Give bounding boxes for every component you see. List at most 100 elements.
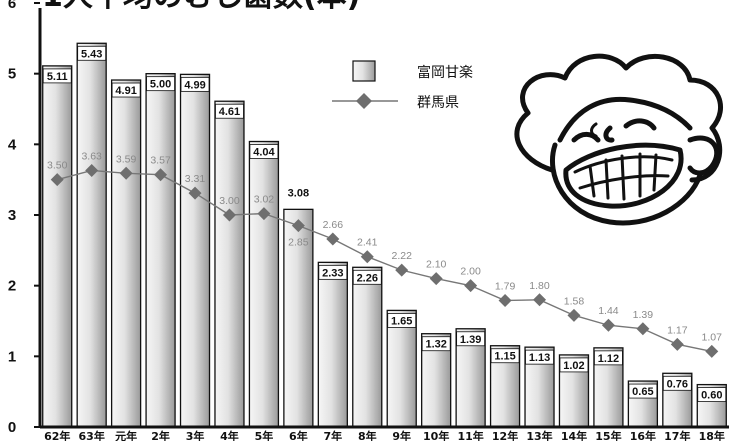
bar-value-label: 0.60	[701, 390, 722, 402]
line-value-label: 3.63	[81, 150, 102, 162]
line-marker	[464, 279, 478, 293]
line-value-label: 1.17	[667, 324, 688, 336]
line-marker	[85, 163, 99, 177]
line-value-label: 3.00	[219, 195, 240, 207]
bar-value-label-box	[249, 144, 279, 159]
line-marker	[257, 207, 271, 221]
x-tick-label: 15年	[595, 429, 621, 441]
bar-value-label-box	[77, 45, 107, 61]
bar-value-label: 1.32	[425, 339, 446, 351]
line-marker	[636, 322, 650, 336]
x-tick-label: 11年	[457, 429, 483, 441]
line-value-label: 1.79	[495, 281, 516, 293]
bar-value-label: 0.76	[667, 378, 688, 390]
legend-line-label: 群馬県	[417, 95, 459, 111]
x-tick-label: 62年	[44, 429, 70, 441]
x-tick-label: 元年	[115, 429, 137, 441]
y-tick-label: 5	[8, 66, 16, 83]
line-value-label: 3.31	[185, 173, 206, 185]
line-value-label: 1.44	[598, 305, 619, 317]
y-tick-label: 6	[8, 0, 16, 12]
x-tick-label: 2年	[151, 429, 170, 441]
x-tick-label: 17年	[664, 429, 690, 441]
line-marker	[670, 337, 684, 351]
bar-value-label: 2.33	[322, 267, 343, 279]
line-path	[57, 169, 712, 353]
hair-outline	[514, 53, 723, 183]
nose	[603, 125, 615, 143]
teeth	[573, 152, 674, 201]
line-marker	[119, 166, 133, 180]
x-tick-label: 16年	[630, 429, 656, 441]
line-marker	[154, 168, 168, 182]
bar-value-label-bg	[283, 185, 314, 200]
line-marker	[533, 293, 547, 307]
bar	[386, 309, 417, 428]
bar-value-label: 1.12	[598, 353, 619, 365]
y-tick-labels: 0 1 2 3 4 5 6	[8, 0, 40, 436]
line-value-label: 3.02	[254, 194, 275, 206]
bar-value-label-box	[180, 76, 210, 92]
line-marker	[429, 272, 443, 286]
line-series: 3.50 3.63 3.59 3.57 3.31 3.00 3.02 2.85 2.66 2.41…	[40, 150, 729, 429]
bar-value-label-box	[525, 349, 554, 365]
bar-value-label-box	[628, 383, 658, 399]
smiling-face-cartoon	[514, 53, 723, 226]
bar-value-label: 1.15	[494, 351, 515, 363]
bar	[179, 73, 211, 428]
x-tick-label: 18年	[699, 429, 725, 441]
bar	[145, 73, 176, 428]
line-marker	[395, 263, 409, 277]
line-marker	[291, 219, 305, 233]
bar	[110, 79, 142, 428]
bar-series: 5.11 5.43 4.91 5.00 4.99 4.61 4.04 3.08 2.33 2.26…	[42, 42, 727, 428]
bar-value-label-box	[594, 350, 623, 366]
left-eye	[571, 131, 601, 143]
bar	[248, 140, 280, 428]
x-tick-label: 6年	[289, 429, 308, 441]
line-marker	[50, 173, 64, 187]
y-tick-label: 3	[8, 207, 16, 224]
bar-value-label-box	[352, 269, 382, 285]
bar-value-label: 5.43	[81, 48, 102, 60]
bar-value-label: 5.11	[47, 71, 68, 83]
line-marker	[188, 186, 202, 200]
bar-value-label-box	[490, 348, 520, 364]
bar-value-label: 4.04	[253, 147, 275, 159]
legend-bar-swatch	[352, 60, 376, 82]
bar	[283, 208, 314, 428]
bar-value-label: 4.91	[115, 85, 136, 97]
bar-value-label: 3.08	[288, 187, 309, 199]
line-value-label: 1.39	[633, 309, 654, 321]
ear	[687, 135, 720, 176]
x-tick-label: 4年	[220, 429, 239, 441]
bar-value-label: 5.00	[150, 79, 171, 91]
x-tick-label: 12年	[492, 429, 518, 441]
x-tick-label: 5年	[255, 429, 274, 441]
bar-value-label: 2.26	[357, 272, 378, 284]
line-marker	[498, 294, 512, 308]
x-tick-label: 63年	[79, 429, 105, 441]
right-eye	[623, 118, 657, 131]
x-tick-label: 9年	[392, 429, 411, 441]
bar-value-label: 1.39	[460, 334, 481, 346]
y-tick-label: 2	[8, 278, 16, 295]
line-value-label: 2.10	[426, 259, 447, 271]
line-value-label: 2.41	[357, 237, 378, 249]
fringe	[557, 96, 693, 143]
chart-title: 1人平均のむし歯数(本)	[42, 0, 360, 14]
legend-line-marker	[356, 93, 372, 109]
bar	[352, 266, 383, 428]
line-value-label: 2.66	[323, 219, 344, 231]
bar-value-label-box	[456, 331, 486, 347]
x-tick-label: 3年	[186, 429, 205, 441]
bar	[42, 65, 73, 428]
bar-value-label-box	[42, 68, 72, 84]
bar	[76, 42, 107, 428]
line-marker	[360, 250, 374, 264]
bar	[317, 261, 348, 428]
bar-value-label-box	[215, 103, 244, 119]
line-marker	[705, 344, 719, 358]
bar-value-label-box	[559, 357, 589, 373]
